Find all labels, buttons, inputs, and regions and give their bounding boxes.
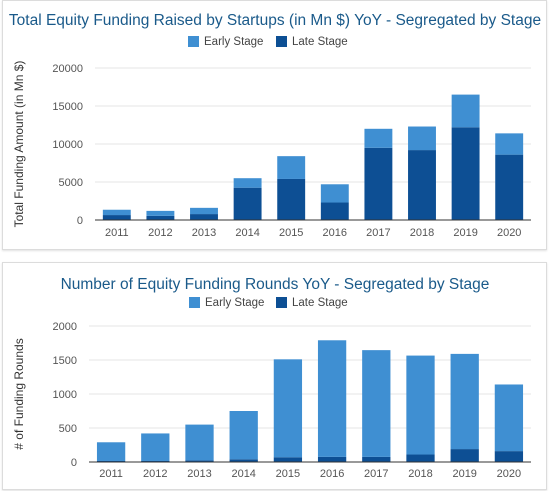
rounds-bar-late-stage-2015: [273, 457, 303, 462]
funding-rounds-chart: Number of Equity Funding Rounds YoY - Se…: [12, 276, 531, 480]
rounds-x-tick-label: 2016: [320, 468, 344, 480]
rounds-x-tick-label: 2020: [497, 468, 521, 480]
rounds-bar-early-stage-2020: [494, 384, 524, 452]
rounds-y-tick-label: 500: [59, 423, 77, 435]
amount-y-tick-label: 20000: [52, 63, 83, 75]
amount-bar-early-stage-2011: [102, 209, 131, 216]
rounds-x-tick-label: 2019: [452, 468, 476, 480]
rounds-x-tick-label: 2013: [187, 468, 211, 480]
amount-bar-late-stage-2020: [495, 154, 524, 220]
amount-legend-label-late-stage: Late Stage: [292, 36, 348, 48]
amount-bar-early-stage-2013: [190, 207, 218, 215]
amount-bar-early-stage-2018: [408, 126, 436, 151]
rounds-bar-late-stage-2017: [362, 456, 391, 462]
amount-bar-early-stage-2015: [277, 156, 306, 179]
rounds-bar-late-stage-2018: [406, 454, 435, 462]
rounds-bar-early-stage-2012: [141, 433, 170, 461]
amount-x-tick-label: 2015: [279, 227, 303, 239]
funding-rounds-chart-panel: Number of Equity Funding Rounds YoY - Se…: [2, 262, 547, 490]
rounds-bar-early-stage-2014: [229, 411, 258, 460]
amount-legend-label-early-stage: Early Stage: [204, 36, 263, 48]
rounds-y-tick-label: 1500: [53, 355, 77, 367]
amount-bar-late-stage-2012: [146, 215, 175, 220]
rounds-chart-title: Number of Equity Funding Rounds YoY - Se…: [61, 276, 490, 293]
amount-legend-swatch-late-stage: [276, 36, 287, 47]
rounds-bar-late-stage-2019: [450, 449, 479, 462]
rounds-bar-late-stage-2014: [229, 459, 258, 462]
rounds-bar-early-stage-2016: [317, 340, 347, 457]
rounds-x-tick-label: 2018: [408, 468, 432, 480]
amount-x-tick-label: 2016: [323, 227, 347, 239]
rounds-y-tick-label: 1000: [53, 389, 77, 401]
amount-bar-early-stage-2020: [495, 133, 524, 155]
amount-bar-early-stage-2014: [233, 178, 262, 188]
rounds-bar-late-stage-2013: [185, 460, 214, 462]
rounds-bar-early-stage-2015: [273, 359, 303, 458]
amount-bar-early-stage-2019: [451, 94, 480, 128]
amount-bar-early-stage-2016: [320, 184, 349, 203]
amount-x-tick-label: 2011: [105, 227, 129, 239]
amount-y-tick-label: 0: [77, 215, 83, 227]
rounds-x-tick-label: 2011: [99, 468, 123, 480]
amount-x-tick-label: 2018: [410, 227, 434, 239]
amount-bar-late-stage-2014: [233, 187, 262, 220]
rounds-x-tick-label: 2015: [276, 468, 300, 480]
rounds-bar-early-stage-2011: [96, 442, 126, 461]
amount-x-tick-label: 2014: [235, 227, 259, 239]
amount-legend-swatch-early-stage: [188, 36, 199, 47]
rounds-bar-early-stage-2019: [450, 353, 479, 450]
amount-bar-late-stage-2017: [364, 147, 393, 220]
amount-y-tick-label: 10000: [52, 139, 83, 151]
rounds-bar-early-stage-2017: [362, 350, 391, 457]
rounds-bar-early-stage-2013: [185, 424, 214, 461]
rounds-bar-early-stage-2018: [406, 355, 435, 455]
amount-x-tick-label: 2012: [148, 227, 172, 239]
funding-amount-chart: Total Equity Funding Raised by Startups …: [9, 12, 541, 239]
amount-bar-late-stage-2018: [408, 150, 436, 220]
rounds-legend-swatch-late-stage: [276, 297, 287, 308]
amount-bar-early-stage-2017: [364, 128, 393, 148]
amount-bar-late-stage-2011: [102, 215, 131, 220]
amount-x-tick-label: 2017: [366, 227, 390, 239]
rounds-legend-label-early-stage: Early Stage: [205, 297, 264, 309]
amount-bar-late-stage-2015: [277, 178, 306, 220]
amount-chart-title: Total Equity Funding Raised by Startups …: [9, 12, 541, 29]
rounds-bar-late-stage-2012: [141, 460, 170, 462]
rounds-x-tick-label: 2014: [231, 468, 255, 480]
rounds-y-axis-label: # of Funding Rounds: [12, 338, 26, 449]
amount-bar-late-stage-2016: [320, 202, 349, 220]
rounds-y-tick-label: 2000: [53, 321, 77, 333]
rounds-legend-swatch-early-stage: [189, 297, 200, 308]
rounds-x-tick-label: 2017: [364, 468, 388, 480]
amount-bar-late-stage-2019: [451, 127, 480, 220]
rounds-y-tick-label: 0: [71, 457, 77, 469]
amount-y-axis-label: Total Funding Amount (in Mn $): [12, 61, 26, 228]
funding-amount-chart-panel: Total Equity Funding Raised by Startups …: [2, 0, 547, 250]
amount-y-tick-label: 15000: [52, 101, 83, 113]
rounds-bar-late-stage-2020: [494, 451, 524, 462]
rounds-bar-late-stage-2016: [317, 456, 347, 462]
rounds-legend-label-late-stage: Late Stage: [292, 297, 348, 309]
amount-x-tick-label: 2013: [192, 227, 216, 239]
amount-bar-late-stage-2013: [190, 214, 218, 220]
amount-y-tick-label: 5000: [59, 177, 83, 189]
amount-x-tick-label: 2019: [453, 227, 477, 239]
rounds-bar-late-stage-2011: [96, 460, 126, 462]
amount-x-tick-label: 2020: [497, 227, 521, 239]
rounds-x-tick-label: 2012: [143, 468, 167, 480]
amount-bar-early-stage-2012: [146, 210, 175, 216]
